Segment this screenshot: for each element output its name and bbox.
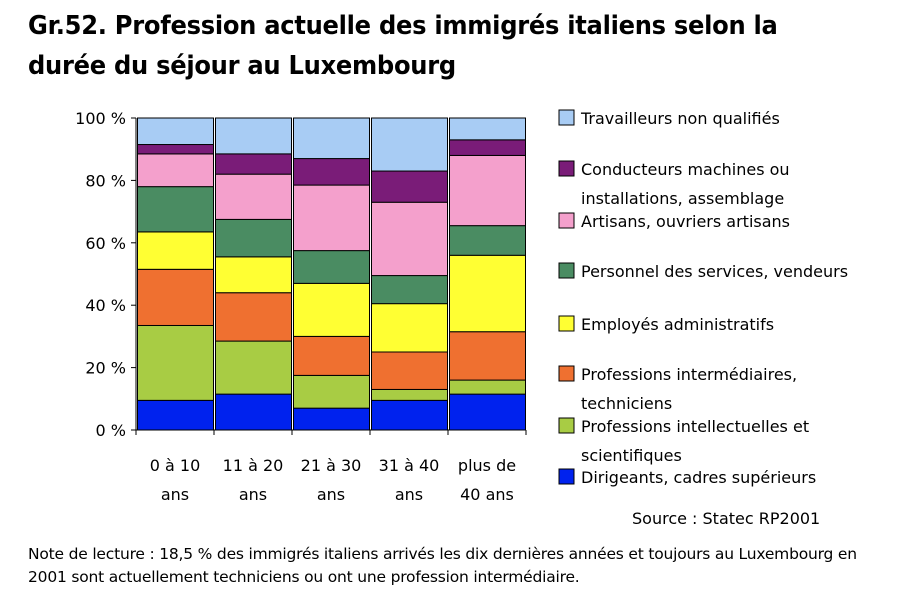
x-tick-label: ans	[395, 485, 423, 504]
x-tick-label: ans	[239, 485, 267, 504]
bar-segment-employes-administratifs-1	[215, 256, 292, 294]
x-tick-label: plus de	[458, 456, 516, 475]
y-tick-label: 60 %	[85, 234, 126, 253]
bar-segment-professions-intellectuelles-et-scientifiques-0	[137, 324, 214, 401]
x-tick-label: 11 à 20	[223, 456, 284, 475]
legend-label-employes-administratifs: Employés administratifs	[581, 315, 774, 334]
bar-segment-employes-administratifs-4	[449, 254, 526, 333]
bar-segment-personnel-des-services-vendeurs-2	[293, 250, 370, 284]
legend-label-travailleurs-non-qualifies: Travailleurs non qualifiés	[580, 109, 780, 128]
x-tick-label: ans	[317, 485, 345, 504]
bar-segment-dirigeants-cadres-superieurs-1	[215, 393, 292, 431]
bar-segment-dirigeants-cadres-superieurs-3	[371, 399, 448, 431]
bar-segment-professions-intellectuelles-et-scientifiques-4	[449, 379, 526, 395]
bar-segment-travailleurs-non-qualifies-0	[137, 117, 214, 146]
bar-segment-travailleurs-non-qualifies-1	[215, 117, 292, 155]
bar-segment-artisans-ouvriers-artisans-0	[137, 153, 214, 188]
bar-segment-artisans-ouvriers-artisans-2	[293, 184, 370, 252]
y-tick-label: 100 %	[75, 109, 126, 128]
source-note: Source : Statec RP2001	[632, 509, 821, 528]
legend-label-dirigeants-cadres-superieurs: Dirigeants, cadres supérieurs	[581, 468, 816, 487]
legend-swatch-employes-administratifs	[558, 315, 575, 332]
bar-segment-professions-intellectuelles-et-scientifiques-1	[215, 340, 292, 395]
bar-segment-travailleurs-non-qualifies-3	[371, 117, 448, 172]
legend-swatch-dirigeants-cadres-superieurs	[558, 468, 575, 485]
legend-swatch-professions-intellectuelles-et-scientifiques	[558, 417, 575, 434]
bar-segment-artisans-ouvriers-artisans-4	[449, 154, 526, 227]
bar-segment-employes-administratifs-3	[371, 303, 448, 353]
bar-segment-conducteurs-machines-ou-installations-assemblage-2	[293, 158, 370, 186]
legend-swatch-conducteurs-machines-ou-installations-assemblage	[558, 160, 575, 177]
y-tick-label: 40 %	[85, 296, 126, 315]
axes-group: 0 % 20 % 40 % 60 % 80 % 100 % 0 à 10 ans 11 à 20…	[75, 109, 527, 504]
bar-segment-conducteurs-machines-ou-installations-assemblage-4	[449, 139, 526, 156]
bar-segment-personnel-des-services-vendeurs-1	[215, 218, 292, 258]
legend-label-professions-intellectuelles-et-scientifiques: Professions intellectuelles et	[581, 417, 809, 436]
y-tick-label: 80 %	[85, 171, 126, 190]
legend-label-professions-intermediaires-techniciens: techniciens	[581, 394, 672, 413]
legend-label-conducteurs-machines-ou-installations-assemblage: installations, assemblage	[581, 189, 784, 208]
x-tick-label: 0 à 10	[150, 456, 201, 475]
legend-label-professions-intermediaires-techniciens: Professions intermédiaires,	[581, 365, 797, 384]
bar-segment-professions-intermediaires-techniciens-1	[215, 292, 292, 342]
y-tick-label: 20 %	[85, 359, 126, 378]
bar-segment-dirigeants-cadres-superieurs-0	[137, 399, 214, 431]
bar-segment-personnel-des-services-vendeurs-0	[137, 186, 214, 233]
bar-segment-travailleurs-non-qualifies-2	[293, 117, 370, 160]
legend-swatch-personnel-des-services-vendeurs	[558, 262, 575, 279]
bar-segment-conducteurs-machines-ou-installations-assemblage-3	[371, 170, 448, 203]
legend-label-conducteurs-machines-ou-installations-assemblage: Conducteurs machines ou	[581, 160, 790, 179]
legend-swatch-travailleurs-non-qualifies	[558, 109, 575, 126]
bar-segment-personnel-des-services-vendeurs-3	[371, 275, 448, 305]
y-tick-label: 0 %	[96, 421, 126, 440]
bar-segment-dirigeants-cadres-superieurs-2	[293, 407, 370, 431]
bar-segment-personnel-des-services-vendeurs-4	[449, 225, 526, 256]
bar-segment-conducteurs-machines-ou-installations-assemblage-0	[137, 144, 214, 155]
bar-segment-professions-intermediaires-techniciens-3	[371, 351, 448, 390]
x-tick-label: 31 à 40	[379, 456, 440, 475]
bars-group	[137, 117, 526, 431]
x-tick-label: 21 à 30	[301, 456, 362, 475]
legend-swatch-professions-intermediaires-techniciens	[558, 365, 575, 382]
chart-title: Gr.52. Profession actuelle des immigrés …	[28, 11, 778, 81]
bar-segment-professions-intellectuelles-et-scientifiques-2	[293, 374, 370, 409]
x-tick-label: 40 ans	[460, 485, 514, 504]
bar-segment-artisans-ouvriers-artisans-1	[215, 173, 292, 220]
x-tick-label: ans	[161, 485, 189, 504]
legend-label-professions-intellectuelles-et-scientifiques: scientifiques	[581, 446, 682, 465]
bar-segment-artisans-ouvriers-artisans-3	[371, 201, 448, 277]
bar-segment-professions-intermediaires-techniciens-0	[137, 268, 214, 326]
legend-label-artisans-ouvriers-artisans: Artisans, ouvriers artisans	[581, 212, 790, 231]
bar-segment-travailleurs-non-qualifies-4	[449, 117, 526, 141]
legend-swatch-artisans-ouvriers-artisans	[558, 212, 575, 229]
bar-segment-dirigeants-cadres-superieurs-4	[449, 393, 526, 431]
bar-segment-employes-administratifs-2	[293, 282, 370, 337]
legend-group: Travailleurs non qualifiés Conducteurs ma…	[558, 109, 848, 487]
bar-segment-professions-intellectuelles-et-scientifiques-3	[371, 388, 448, 401]
bar-segment-professions-intermediaires-techniciens-2	[293, 335, 370, 376]
reading-note: Note de lecture : 18,5 % des immigrés it…	[28, 545, 857, 586]
bar-segment-conducteurs-machines-ou-installations-assemblage-1	[215, 153, 292, 175]
bar-segment-employes-administratifs-0	[137, 231, 214, 270]
legend-label-personnel-des-services-vendeurs: Personnel des services, vendeurs	[581, 262, 848, 281]
bar-segment-professions-intermediaires-techniciens-4	[449, 331, 526, 381]
